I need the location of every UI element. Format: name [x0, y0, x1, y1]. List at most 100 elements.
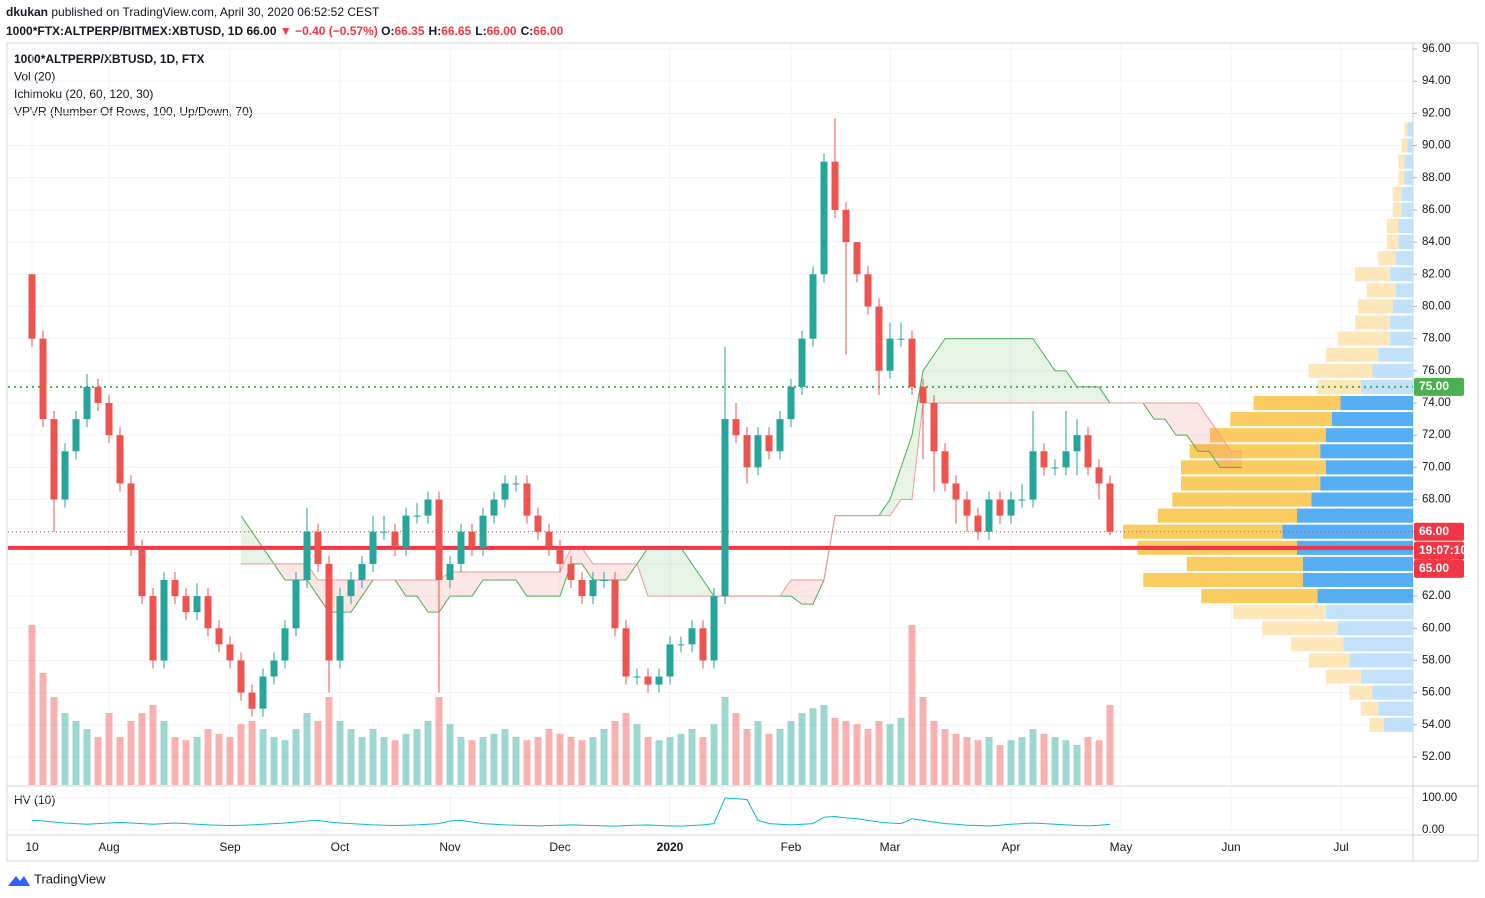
vpvr-up: [1395, 251, 1413, 266]
last-price-label: 66.00: [1419, 524, 1449, 538]
vpvr-up: [1407, 122, 1413, 137]
ohlc-value: 66.00: [486, 24, 517, 38]
candle-body: [886, 338, 894, 371]
candle-body: [721, 419, 729, 597]
cloud: [1077, 386, 1088, 403]
candle-body: [875, 306, 883, 371]
volume-bar: [1106, 705, 1114, 785]
x-tick-label: Sep: [219, 840, 241, 854]
cloud: [1088, 386, 1099, 403]
volume-bar: [446, 724, 454, 785]
volume-bar: [622, 713, 630, 785]
candle-body: [963, 499, 971, 516]
published: published on TradingView.com, April 30, …: [51, 5, 380, 19]
vpvr-down: [1308, 653, 1350, 668]
cloud: [615, 563, 626, 580]
candle-body: [490, 499, 498, 516]
volume-bar: [138, 713, 146, 785]
volume-bar: [479, 737, 487, 785]
vpvr-up: [1297, 508, 1413, 523]
candle-body: [534, 515, 542, 532]
line-label-bg: [1414, 559, 1464, 578]
candle-body: [523, 483, 531, 516]
volume-bar: [501, 729, 509, 785]
candle-body: [237, 660, 245, 693]
candle-body: [314, 531, 322, 564]
vpvr-up: [1398, 235, 1413, 250]
candle-body: [1018, 499, 1026, 501]
volume-bar: [952, 733, 960, 785]
candle-body: [105, 403, 113, 436]
volume-bar: [303, 713, 311, 785]
cloud: [659, 547, 670, 597]
volume-bar: [919, 697, 927, 785]
candle-body: [28, 274, 36, 339]
cloud: [527, 571, 538, 597]
volume-bar: [248, 721, 256, 785]
vpvr-down: [1378, 251, 1396, 266]
y-tick-label: 96.00: [1422, 43, 1451, 55]
line-label-bg: [1414, 377, 1464, 396]
volume-bar: [182, 740, 190, 785]
candle-body: [952, 483, 960, 500]
volume-bar: [754, 721, 762, 785]
vpvr-up: [1282, 524, 1413, 539]
candle-body: [116, 435, 124, 484]
y-tick-label: 80.00: [1422, 300, 1451, 312]
vpvr-up: [1320, 444, 1413, 459]
candle-body: [1073, 435, 1081, 452]
vpvr-up: [1389, 331, 1413, 346]
vpvr-down: [1233, 605, 1326, 620]
volume-bar: [963, 737, 971, 785]
y-tick-label: 84.00: [1422, 236, 1451, 248]
candle-body: [303, 531, 311, 580]
cloud: [1176, 403, 1187, 436]
candle-body: [556, 547, 564, 564]
ohlc-value: 66.35: [394, 24, 425, 38]
vpvr-up: [1378, 347, 1413, 362]
candle-body: [688, 628, 696, 645]
volume-bar: [721, 697, 729, 785]
candle-body: [94, 386, 102, 403]
x-tick-label: 10: [25, 840, 39, 854]
volume-bar: [567, 737, 575, 785]
candle-body: [1062, 451, 1070, 468]
vpvr-up: [1395, 283, 1413, 298]
volume-bar: [105, 713, 113, 785]
vpvr-down: [1355, 267, 1390, 282]
legend-item: Ichimoku (20, 60, 120, 30): [14, 87, 153, 101]
candle-body: [204, 596, 212, 629]
candle-body: [1106, 483, 1114, 532]
volume-bar: [765, 733, 773, 785]
vpvr-down: [1401, 138, 1408, 153]
volume-bar: [171, 737, 179, 785]
cloud: [1011, 338, 1022, 403]
vpvr-up: [1404, 170, 1413, 185]
vpvr-down: [1369, 717, 1384, 732]
ohlc: O:66.35 H:66.65 L:66.00 C:66.00: [381, 24, 567, 38]
y-tick-label: 54.00: [1422, 719, 1451, 731]
symbol-line: 1000*FTX:ALTPERP/BITMEX:XBTUSD, 1D 66.00…: [6, 22, 567, 41]
candle-body: [468, 531, 476, 548]
y-tick-label: 68.00: [1422, 494, 1451, 506]
vpvr-down: [1360, 701, 1379, 716]
volume-bar: [666, 737, 674, 785]
candle-body: [479, 515, 487, 548]
volume-bar: [578, 740, 586, 785]
vpvr-down: [1201, 589, 1318, 604]
vpvr-down: [1326, 347, 1379, 362]
vpvr-up: [1407, 138, 1413, 153]
cloud: [516, 571, 527, 597]
volume-bar: [149, 705, 157, 785]
ohlc-value: 66.00: [533, 24, 564, 38]
candle-body: [501, 483, 509, 500]
volume-bar: [886, 724, 894, 785]
vpvr-down: [1181, 460, 1326, 475]
candle-body: [743, 435, 751, 468]
candle-body: [138, 547, 146, 597]
volume-bar: [941, 729, 949, 785]
candle-body: [413, 515, 421, 517]
vpvr-down: [1392, 202, 1402, 217]
candle-body: [50, 419, 58, 500]
candle-body: [149, 596, 157, 661]
